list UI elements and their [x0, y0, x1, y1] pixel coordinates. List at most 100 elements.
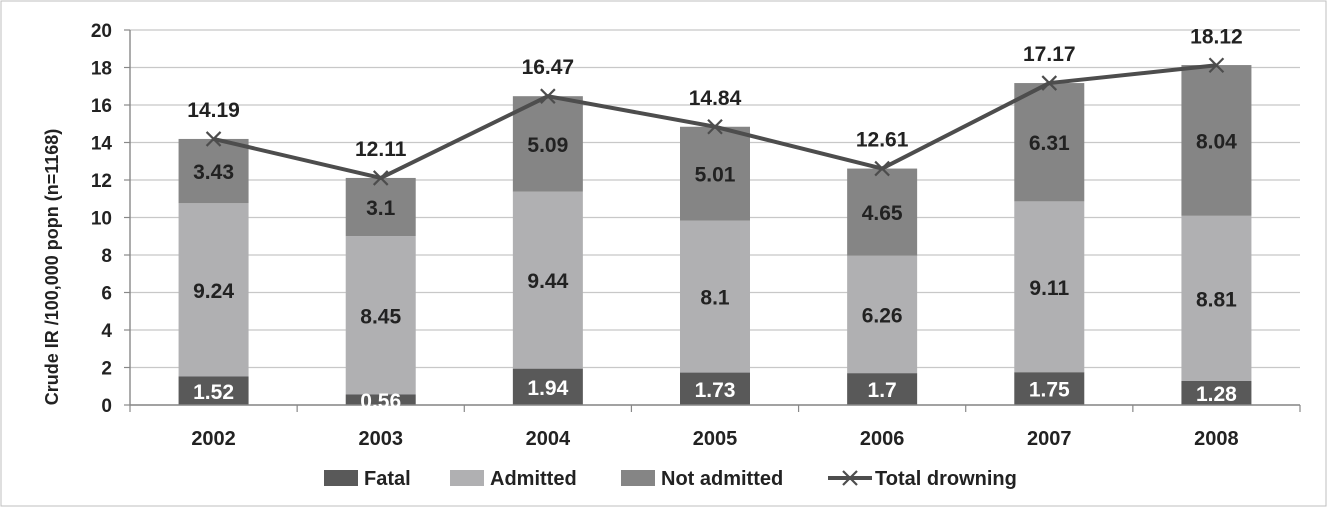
bar-data-label: 0.56 [360, 390, 401, 413]
marker-stroke [1041, 75, 1058, 91]
bar-not-admitted [178, 138, 249, 204]
bar-not-admitted [512, 96, 583, 192]
bar-admitted [178, 203, 249, 377]
bar-data-label: 9.11 [1029, 277, 1069, 300]
legend-swatch [621, 470, 655, 486]
total-drowning-marker [540, 88, 556, 104]
y-tick-label: 8 [101, 246, 112, 267]
marker-stroke [205, 131, 222, 147]
bar-not-admitted [1014, 83, 1085, 202]
axes [124, 29, 1301, 412]
bar-data-label: 1.52 [193, 381, 234, 404]
y-tick-label: 10 [91, 209, 112, 230]
marker-stroke [1208, 57, 1225, 74]
bar-data-label: 8.81 [1196, 288, 1237, 311]
bar-data-label: 1.75 [1029, 379, 1070, 402]
marker-stroke [540, 88, 556, 104]
marker-stroke [707, 118, 723, 135]
y-tick-label: 14 [91, 134, 113, 155]
bar-admitted [1014, 201, 1085, 373]
bar-fatal [1014, 372, 1085, 405]
x-tick-label: 2005 [693, 428, 738, 450]
bar-admitted [680, 220, 750, 373]
legend-label: Admitted [490, 468, 577, 490]
bar-not-admitted [1181, 65, 1252, 216]
legend-label: Total drowning [875, 468, 1017, 490]
legend-item: Not admitted [621, 468, 783, 490]
bar-data-label: 5.01 [695, 164, 736, 187]
legend-swatch [324, 470, 358, 486]
bar-not-admitted [847, 168, 918, 256]
bar-admitted [847, 255, 918, 374]
bar-data-label: 1.94 [527, 377, 568, 400]
bar-fatal [1181, 381, 1252, 405]
y-tick-label: 16 [91, 96, 112, 117]
bar-admitted [345, 236, 416, 395]
bar-fatal [847, 373, 918, 405]
x-tick-label: 2008 [1194, 428, 1239, 450]
total-data-label: 12.61 [856, 129, 909, 152]
bar-data-label: 3.1 [366, 197, 396, 220]
legend-swatch [450, 470, 484, 486]
bar-data-label: 6.26 [862, 304, 903, 327]
total-data-label: 12.11 [355, 138, 407, 161]
bar-data-label: 8.45 [360, 305, 401, 328]
total-line: 14.19 12.11 16.47 14.84 12.61 17.17 18.12 [187, 25, 1243, 186]
y-tick-label: 4 [101, 321, 112, 342]
x-tick-label: 2007 [1027, 428, 1072, 450]
total-data-label: 14.19 [187, 99, 240, 122]
y-axis-label: Crude IR /100,000 popn (n=1168) [42, 129, 62, 406]
x-axis-tick-labels: 2002 2003 2004 2005 2006 2007 2008 [191, 428, 1238, 450]
legend-item: Fatal [324, 468, 411, 490]
bar-data-label: 1.73 [695, 379, 736, 402]
bar-fatal [345, 394, 416, 405]
marker-stroke [874, 160, 890, 177]
bar-data-label: 6.31 [1029, 132, 1070, 155]
y-axis-tick-labels: 0 2 4 6 8 10 12 14 16 18 20 [91, 21, 113, 417]
legend: Fatal Admitted Not admitted Total drowning [324, 468, 1017, 490]
bar-data-label: 1.7 [868, 379, 897, 402]
bar-fatal [680, 372, 750, 405]
marker-stroke [372, 170, 389, 186]
x-tick-label: 2003 [358, 428, 403, 450]
total-data-label: 18.12 [1190, 25, 1243, 48]
total-drowning-marker [205, 131, 222, 147]
bar-data-label: 3.43 [193, 161, 234, 184]
bar-fatal [178, 376, 249, 405]
bar-not-admitted [345, 177, 416, 237]
bar-data-label: 8.1 [700, 287, 730, 310]
bar-data-labels: 1.52 9.24 3.43 0.56 8.45 3.1 1.94 9.44 5.09 1.73 8… [193, 130, 1237, 412]
total-data-label: 16.47 [522, 56, 575, 79]
total-data-label: 17.17 [1023, 43, 1076, 66]
total-drowning-marker [1041, 75, 1058, 91]
x-tick-label: 2006 [860, 428, 905, 450]
bar-data-label: 8.04 [1196, 130, 1237, 153]
bar-data-label: 9.44 [527, 270, 568, 293]
bar-data-label: 4.65 [862, 202, 903, 225]
bars [178, 65, 1252, 405]
bar-admitted [512, 191, 583, 369]
legend-item: Admitted [450, 468, 577, 490]
y-tick-label: 0 [101, 396, 112, 417]
x-tick-label: 2002 [191, 428, 236, 450]
legend-label: Fatal [364, 468, 411, 490]
total-data-label: 14.84 [689, 87, 742, 110]
total-drowning-marker [874, 160, 890, 177]
legend-marker [842, 470, 858, 486]
y-tick-label: 20 [91, 21, 112, 42]
legend-item: Total drowning [828, 468, 1017, 490]
y-tick-label: 6 [101, 284, 112, 305]
bar-data-label: 9.24 [193, 280, 234, 303]
y-tick-label: 2 [101, 359, 112, 380]
bar-admitted [1181, 215, 1252, 381]
bar-fatal [512, 368, 583, 405]
total-drowning-marker [372, 170, 389, 186]
bar-data-label: 1.28 [1196, 383, 1237, 406]
legend-label: Not admitted [661, 468, 783, 490]
total-drowning-marker [707, 118, 723, 135]
bar-not-admitted [680, 126, 750, 221]
x-tick-label: 2004 [526, 428, 571, 450]
y-tick-label: 18 [91, 59, 112, 80]
